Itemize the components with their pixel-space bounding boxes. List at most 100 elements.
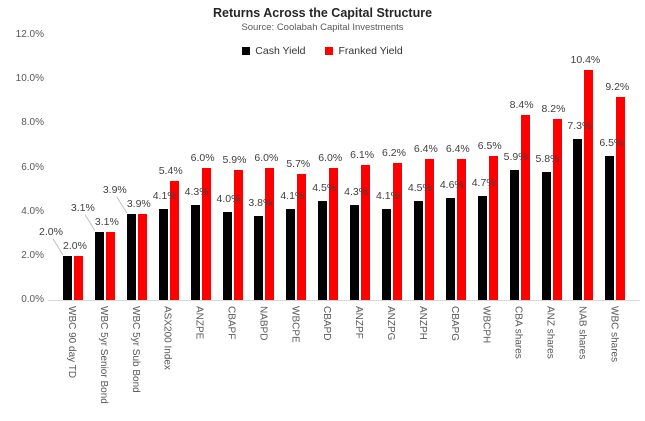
x-axis-category-label: ANZPE bbox=[193, 306, 205, 340]
cash-value-label: 5.9% bbox=[503, 150, 528, 163]
cash-value-label: 5.8% bbox=[535, 152, 560, 165]
legend-label-cash-yield: Cash Yield bbox=[255, 45, 306, 57]
cash-value-label: 4.7% bbox=[471, 177, 496, 190]
x-axis-category-label: WBC shares bbox=[608, 306, 620, 363]
x-axis-category-label: ANZPG bbox=[385, 306, 396, 341]
cash-bar bbox=[350, 205, 360, 300]
legend: Cash Yield Franked Yield bbox=[0, 45, 645, 57]
x-axis-category-label: WBC 5yr Senior Bond bbox=[97, 306, 109, 404]
cash-bar bbox=[605, 156, 615, 300]
cash-yield-swatch bbox=[242, 47, 251, 55]
franked-value-label: 10.4% bbox=[570, 54, 601, 67]
franked-value-label: 5.9% bbox=[222, 153, 247, 166]
franked-value-label: 6.5% bbox=[477, 140, 502, 153]
franked-bar bbox=[584, 70, 594, 300]
cash-value-label: 6.5% bbox=[599, 137, 624, 150]
franked-value-label: 5.4% bbox=[158, 164, 183, 177]
x-axis-category-label: WBC 90 day TD bbox=[66, 306, 77, 379]
x-axis-category-label: ANZPH bbox=[416, 306, 428, 340]
cash-value-label: 4.1% bbox=[280, 190, 305, 203]
franked-value-label: 3.9% bbox=[126, 197, 151, 210]
y-axis-tick-label: 0.0% bbox=[21, 294, 44, 305]
franked-bar bbox=[424, 158, 434, 300]
leader-line bbox=[52, 238, 64, 256]
y-axis-tick-label: 8.0% bbox=[21, 117, 44, 129]
leader-line bbox=[116, 196, 128, 214]
franked-bar bbox=[137, 213, 147, 300]
cash-bar bbox=[445, 198, 455, 300]
cash-bar bbox=[158, 209, 168, 300]
y-axis-tick-label: 4.0% bbox=[21, 205, 44, 217]
cash-value-label: 4.1% bbox=[152, 190, 177, 203]
franked-bar bbox=[552, 118, 562, 300]
franked-value-label: 6.4% bbox=[413, 142, 438, 155]
x-axis-line bbox=[48, 300, 640, 301]
cash-bar bbox=[126, 213, 136, 300]
franked-bar bbox=[488, 156, 498, 300]
chart-title: Returns Across the Capital Structure bbox=[212, 6, 433, 20]
franked-bar bbox=[265, 167, 275, 300]
x-axis-category-label: NABPD bbox=[257, 306, 269, 341]
cash-bar bbox=[222, 211, 232, 300]
x-axis-category-label: ASX200 Index bbox=[161, 306, 173, 370]
x-axis-category-label: WBC 5yr Sub Bond bbox=[129, 306, 141, 393]
chart-subtitle: Source: Coolabah Capital Investments bbox=[241, 22, 404, 33]
franked-value-label: 3.1% bbox=[94, 215, 119, 228]
cash-value-label: 4.0% bbox=[216, 192, 241, 205]
leader-line bbox=[84, 214, 96, 231]
cash-bar bbox=[509, 169, 519, 300]
cash-bar bbox=[254, 216, 264, 300]
cash-value-label: 3.9% bbox=[102, 183, 127, 196]
franked-value-label: 6.0% bbox=[254, 151, 279, 164]
legend-item-cash-yield: Cash Yield bbox=[242, 45, 305, 57]
cash-value-label: 3.8% bbox=[248, 197, 273, 210]
franked-bar bbox=[393, 163, 402, 300]
franked-value-label: 9.2% bbox=[605, 80, 630, 93]
franked-value-label: 6.0% bbox=[318, 151, 343, 164]
franked-bar bbox=[329, 167, 339, 300]
franked-bar bbox=[105, 231, 115, 300]
franked-value-label: 5.7% bbox=[286, 158, 311, 171]
x-axis-category-label: CBAPD bbox=[321, 306, 333, 341]
cash-value-label: 4.6% bbox=[439, 179, 464, 192]
cash-bar bbox=[318, 200, 328, 300]
x-axis-category-label: CBA shares bbox=[512, 306, 524, 359]
franked-value-label: 6.2% bbox=[382, 147, 406, 160]
y-axis-tick-label: 6.0% bbox=[21, 161, 44, 173]
y-axis-tick-label: 12.0% bbox=[15, 29, 44, 40]
x-axis-category-label: ANZPF bbox=[353, 306, 365, 339]
cash-value-label: 4.1% bbox=[376, 190, 400, 203]
franked-bar bbox=[233, 169, 243, 300]
cash-bar bbox=[477, 196, 487, 300]
cash-bar bbox=[190, 205, 200, 300]
franked-value-label: 6.0% bbox=[190, 151, 215, 164]
franked-bar bbox=[169, 180, 179, 300]
franked-yield-swatch bbox=[325, 47, 334, 55]
cash-value-label: 4.3% bbox=[184, 186, 209, 199]
x-axis-category-label: CBAPG bbox=[448, 306, 460, 342]
franked-value-label: 6.4% bbox=[445, 142, 470, 155]
legend-item-franked-yield: Franked Yield bbox=[325, 45, 403, 57]
franked-bar bbox=[297, 174, 307, 300]
legend-label-franked-yield: Franked Yield bbox=[338, 45, 403, 57]
franked-value-label: 6.1% bbox=[350, 149, 375, 162]
cash-bar bbox=[94, 231, 104, 300]
cash-value-label: 4.5% bbox=[312, 181, 337, 194]
cash-value-label: 4.5% bbox=[407, 181, 432, 194]
franked-bar bbox=[520, 114, 530, 300]
franked-bar bbox=[456, 158, 466, 300]
cash-bar bbox=[413, 200, 423, 300]
y-axis-tick-label: 2.0% bbox=[21, 249, 44, 261]
franked-value-label: 2.0% bbox=[63, 239, 87, 252]
x-axis-category-label: WBCPH bbox=[480, 306, 492, 344]
x-axis-category-label: WBCPE bbox=[289, 306, 301, 343]
x-axis-category-label: NAB shares bbox=[576, 306, 588, 360]
franked-bar bbox=[74, 255, 83, 300]
cash-value-label: 7.3% bbox=[567, 119, 592, 132]
cash-bar bbox=[573, 138, 583, 300]
cash-value-label: 3.1% bbox=[70, 201, 95, 214]
cash-bar bbox=[63, 255, 72, 300]
franked-value-label: 8.2% bbox=[541, 102, 566, 115]
